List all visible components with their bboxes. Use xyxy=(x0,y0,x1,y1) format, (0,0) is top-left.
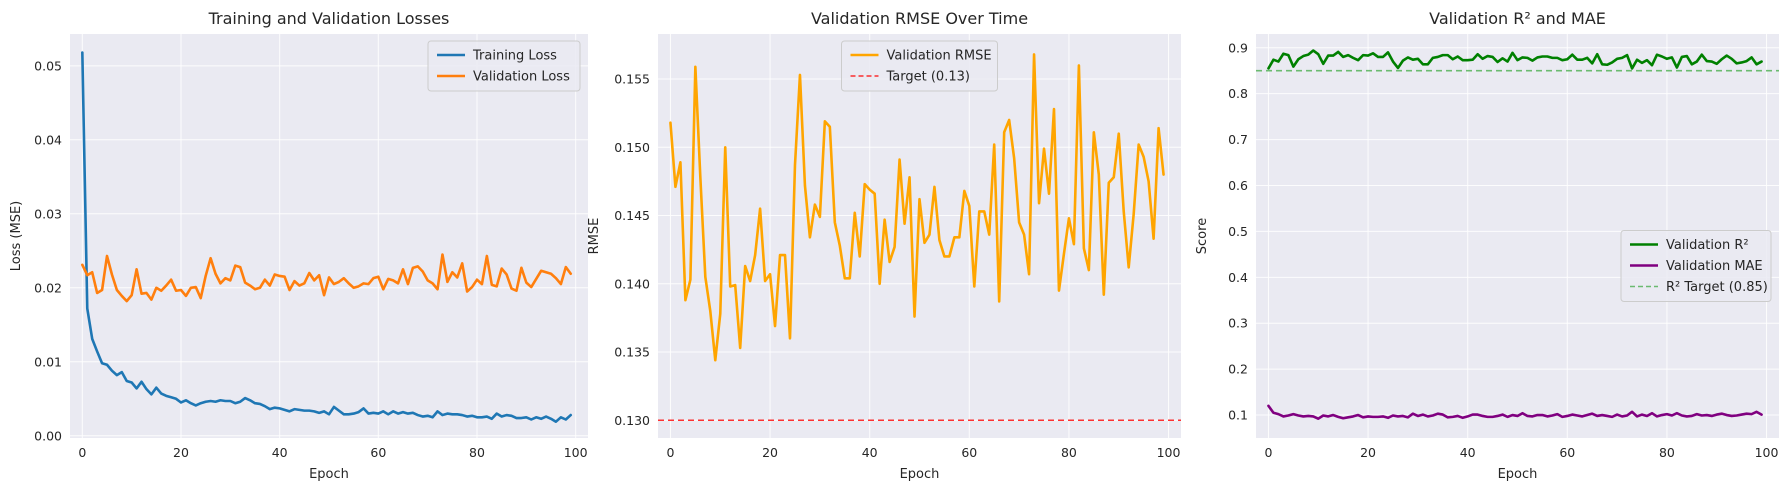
y-tick-label: 0.01 xyxy=(34,354,62,369)
chart-1: 0 20 40 60 80 100 0.00 0.01 0.02 0.03 0.04 0.05 Trai… xyxy=(9,9,588,482)
x-tick-label: 20 xyxy=(173,445,189,460)
y-axis-label: Score xyxy=(1195,218,1210,254)
legend-box xyxy=(841,40,998,92)
x-tick-label: 40 xyxy=(272,445,288,460)
y-tick-label: 0.8 xyxy=(1228,86,1248,101)
legend-label: Validation R² xyxy=(1666,238,1749,253)
y-tick-label: 0.150 xyxy=(614,140,650,155)
legend-label: Validation MAE xyxy=(1666,259,1763,274)
series-line-1 xyxy=(669,53,1165,362)
y-tick-label: 0.2 xyxy=(1228,362,1248,377)
x-tick-label: 80 xyxy=(469,445,485,460)
y-tick-label: 0.9 xyxy=(1228,40,1248,55)
chart-title: Training and Validation Losses xyxy=(208,9,450,28)
x-axis-label: Epoch xyxy=(1498,467,1538,482)
y-tick-label: 0.7 xyxy=(1228,132,1248,147)
y-axis-label: RMSE xyxy=(587,218,602,255)
x-tick-label: 100 xyxy=(1157,445,1181,460)
y-tick-label: 0.5 xyxy=(1228,224,1248,239)
y-tick-label: 0.02 xyxy=(34,280,62,295)
y-tick-label: 0.1 xyxy=(1228,408,1248,423)
y-tick-label: 0.140 xyxy=(614,276,650,291)
y-tick-label: 0.155 xyxy=(614,72,650,87)
x-tick-label: 80 xyxy=(1061,445,1077,460)
legend-label: Validation RMSE xyxy=(887,49,992,64)
x-tick-label: 0 xyxy=(1264,445,1272,460)
y-axis-label: Loss (MSE) xyxy=(9,201,24,271)
legend-label: Training Loss xyxy=(472,49,557,64)
series-line-2 xyxy=(1267,404,1763,421)
gridlines xyxy=(70,34,588,438)
y-tick-label: 0.130 xyxy=(614,413,650,428)
x-axis-label: Epoch xyxy=(900,467,940,482)
legend-box xyxy=(427,40,581,92)
legend: Validation R² Validation MAE R² Target (0.… xyxy=(1620,230,1772,302)
x-tick-label: 100 xyxy=(564,445,588,460)
legend-box xyxy=(1620,230,1772,302)
series-line-1 xyxy=(1267,49,1763,70)
chart-title: Validation R² and MAE xyxy=(1429,9,1606,28)
plot-area xyxy=(658,34,1181,438)
chart-2: 0 20 40 60 80 100 0.130 0.135 0.140 0.145 0.150 0.1… xyxy=(587,9,1181,482)
legend: Validation RMSE Target (0.13) xyxy=(841,40,998,92)
legend-label: Target (0.13) xyxy=(886,70,970,85)
y-tick-label: 0.3 xyxy=(1228,316,1248,331)
x-tick-label: 20 xyxy=(762,445,778,460)
chart-title: Validation RMSE Over Time xyxy=(811,9,1028,28)
x-tick-label: 40 xyxy=(862,445,878,460)
series-line-1 xyxy=(81,51,573,424)
legend: Training Loss Validation Loss xyxy=(427,40,581,92)
y-tick-label: 0.04 xyxy=(34,132,62,147)
x-tick-label: 100 xyxy=(1755,445,1779,460)
plot-area xyxy=(70,34,588,438)
x-tick-label: 60 xyxy=(961,445,977,460)
x-tick-label: 80 xyxy=(1659,445,1675,460)
x-tick-label: 0 xyxy=(666,445,674,460)
y-tick-label: 0.135 xyxy=(614,345,650,360)
legend-label: R² Target (0.85) xyxy=(1666,280,1768,295)
x-tick-label: 60 xyxy=(370,445,386,460)
x-tick-label: 20 xyxy=(1360,445,1376,460)
y-tick-label: 0.145 xyxy=(614,208,650,223)
y-tick-label: 0.6 xyxy=(1228,178,1248,193)
x-tick-label: 40 xyxy=(1460,445,1476,460)
y-tick-label: 0.00 xyxy=(34,428,62,443)
legend-label: Validation Loss xyxy=(473,70,570,85)
chart-3: 0 20 40 60 80 100 0.1 0.2 0.3 0.4 0.5 0.6 0.7 0.8 0.9 V… xyxy=(1195,9,1779,482)
x-tick-label: 60 xyxy=(1559,445,1575,460)
series-line-2 xyxy=(81,253,573,303)
x-tick-label: 0 xyxy=(78,445,86,460)
y-tick-label: 0.4 xyxy=(1228,270,1248,285)
y-tick-label: 0.03 xyxy=(34,206,62,221)
y-tick-label: 0.05 xyxy=(34,58,62,73)
x-axis-label: Epoch xyxy=(309,467,349,482)
